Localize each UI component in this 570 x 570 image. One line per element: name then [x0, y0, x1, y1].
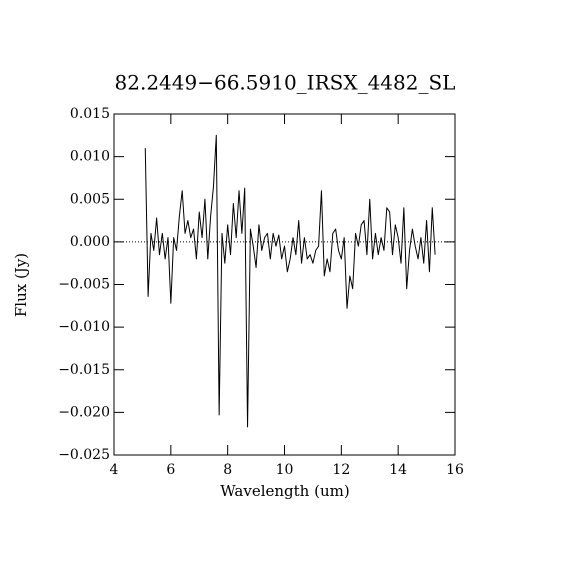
y-tick-label: −0.010: [58, 319, 110, 335]
y-tick-label: −0.020: [58, 404, 110, 420]
x-axis-label: Wavelength (um): [220, 482, 349, 500]
y-axis-label: Flux (Jy): [12, 253, 30, 317]
x-tick-label: 12: [332, 462, 350, 478]
x-tick-label: 4: [110, 462, 119, 478]
y-tick-label: 0.000: [70, 234, 110, 250]
y-tick-label: 0.010: [70, 149, 110, 165]
y-tick-label: −0.005: [58, 277, 110, 293]
x-tick-label: 10: [276, 462, 294, 478]
x-tick-label: 16: [446, 462, 464, 478]
y-tick-label: −0.025: [58, 447, 110, 463]
x-tick-label: 14: [389, 462, 407, 478]
spectrum-line: [144, 134, 436, 428]
chart-title: 82.2449−66.5910_IRSX_4482_SL: [115, 71, 456, 95]
y-tick-label: −0.015: [58, 362, 110, 378]
y-tick-label: 0.005: [70, 191, 110, 207]
y-tick-label: 0.015: [70, 106, 110, 122]
x-tick-label: 6: [166, 462, 175, 478]
x-tick-label: 8: [223, 462, 232, 478]
